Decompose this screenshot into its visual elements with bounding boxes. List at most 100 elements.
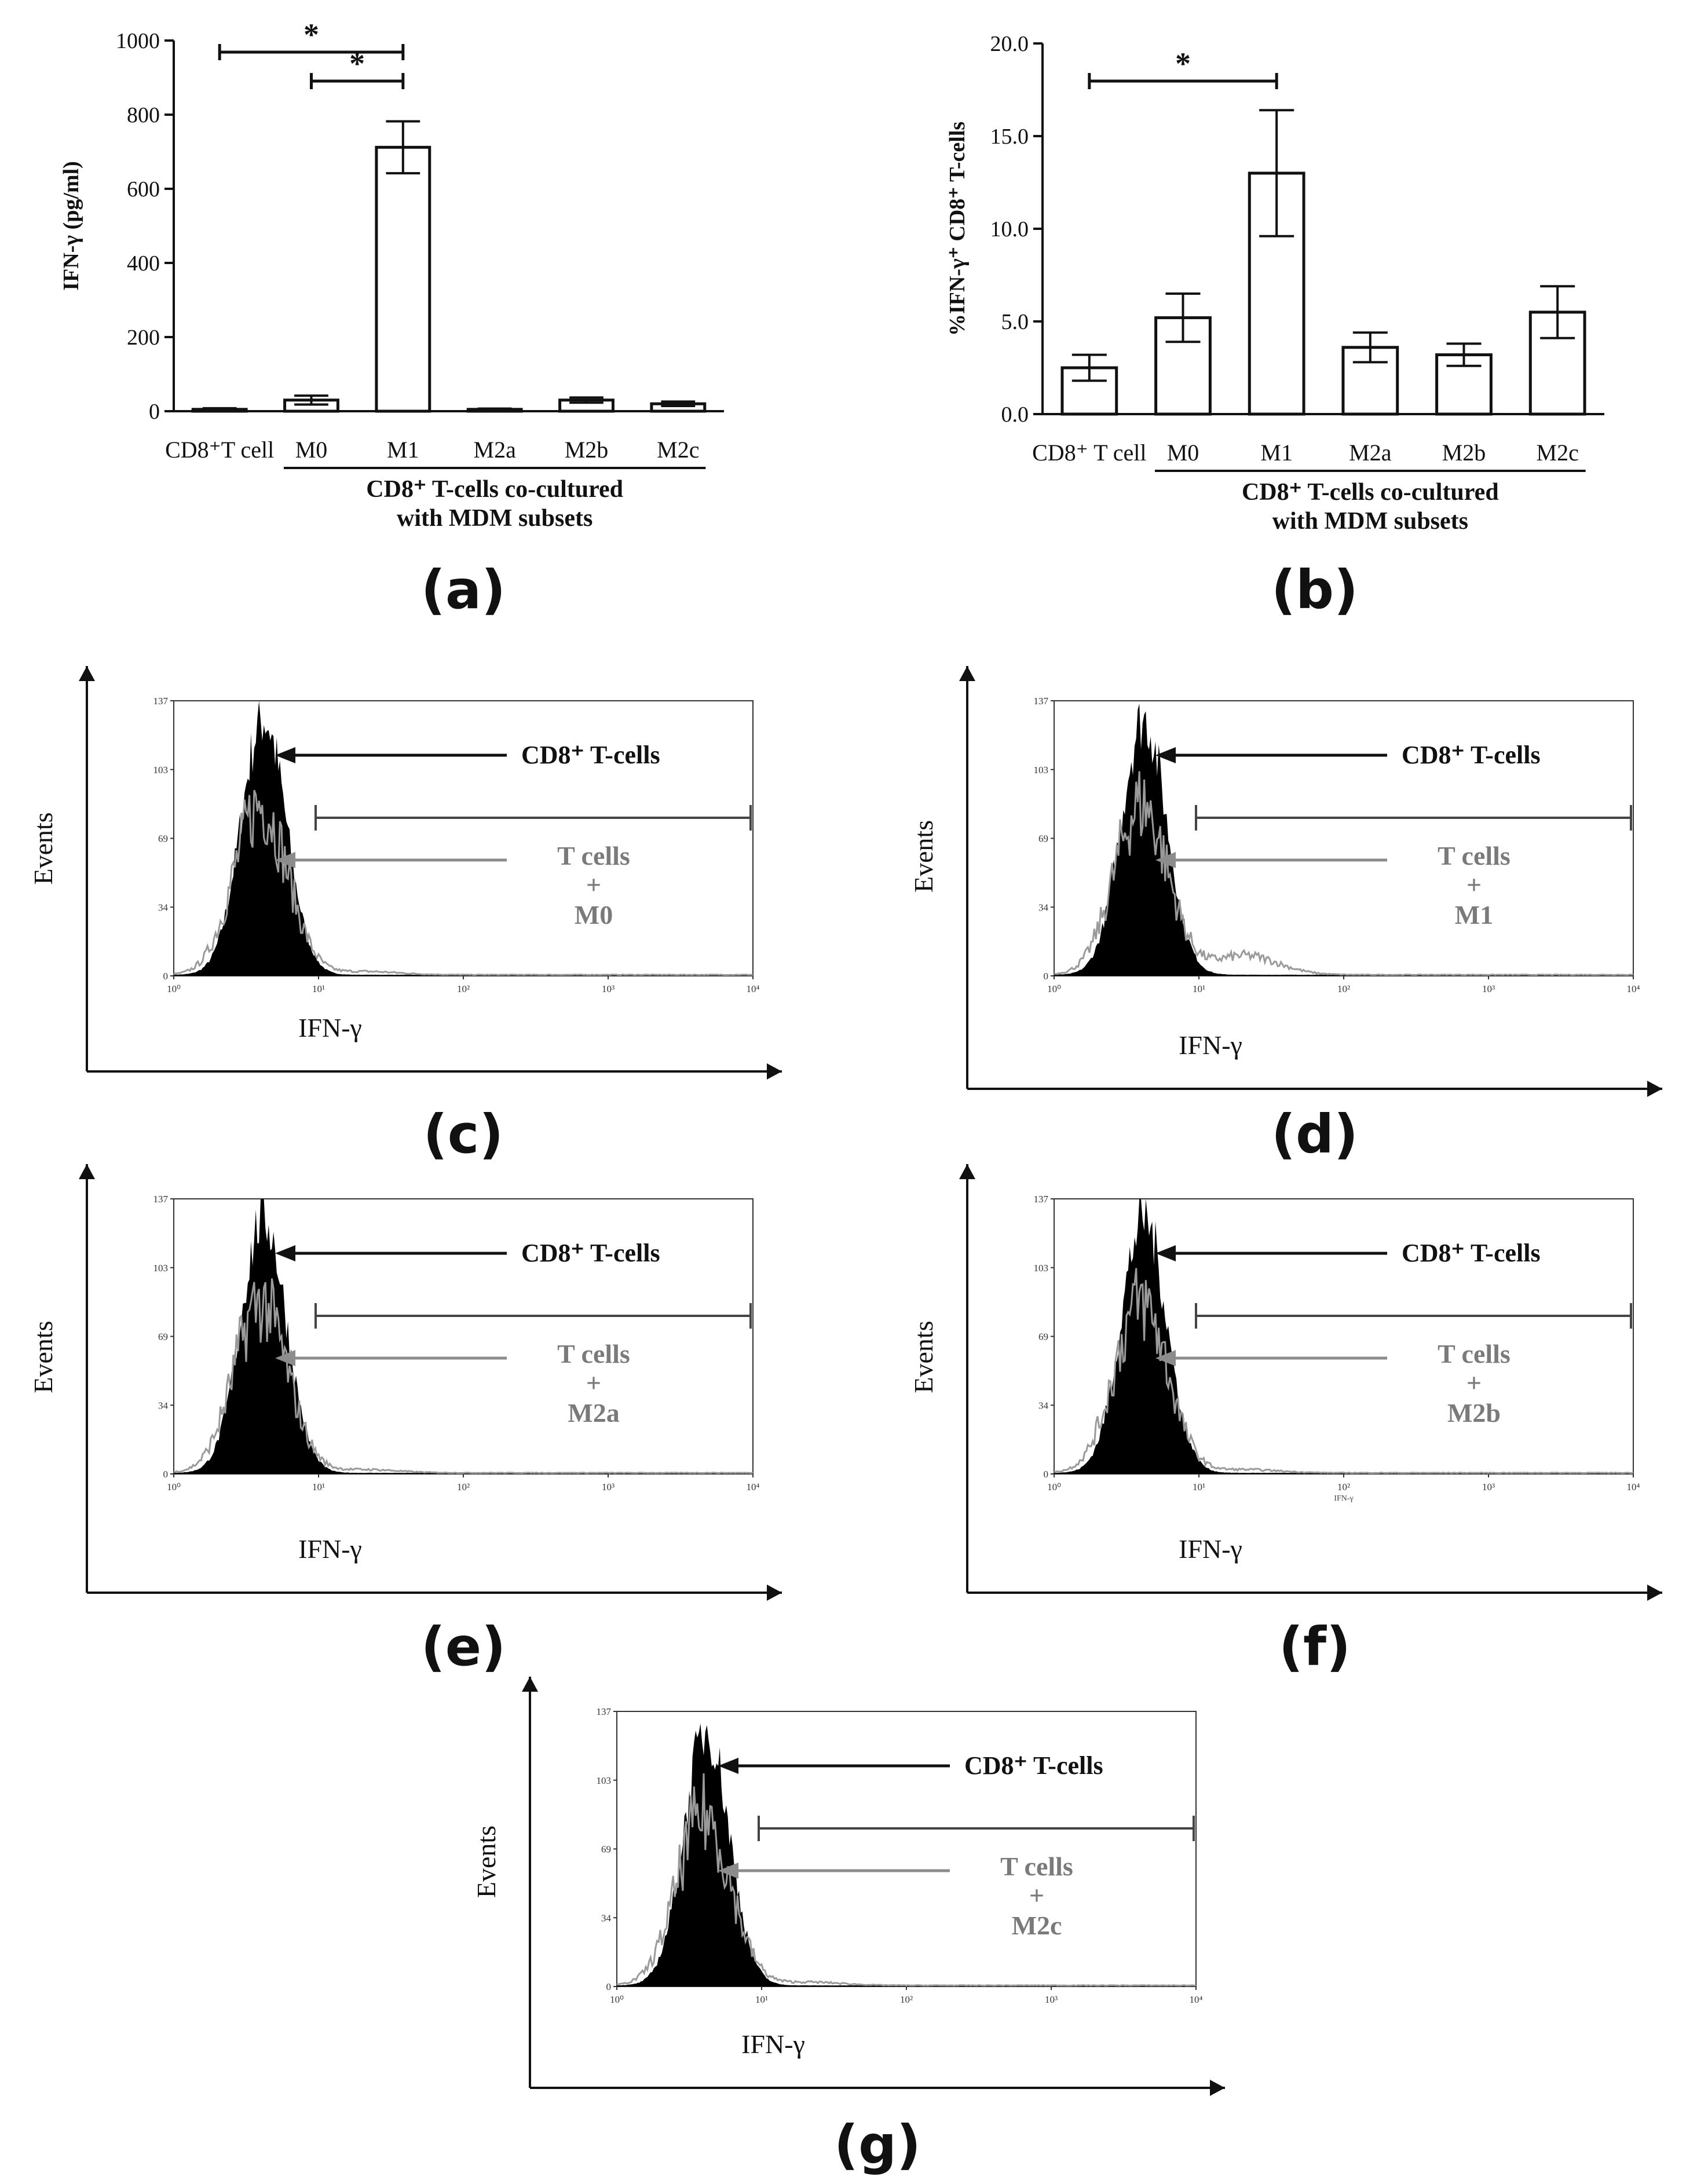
inner-x-tick-label: 10⁰ (167, 983, 181, 994)
ifn-gamma-axis-label: IFN-γ (1179, 1534, 1242, 1564)
inner-y-tick-label: 0 (1044, 1469, 1049, 1480)
sample-label-line2: + (1466, 870, 1482, 899)
y-tick-label: 15.0 (990, 125, 1029, 149)
bar-charts: 0 200 400 600 800 1000 IFN-γ (pg/ml) CD8⁺T cell… (59, 17, 1604, 621)
coculture-histogram (173, 789, 754, 976)
panel-label: (e) (421, 1616, 506, 1678)
inner-x-tick-label: 10³ (1482, 983, 1495, 994)
y-tick-label: 1000 (116, 29, 160, 53)
control-label: CD8⁺ T-cells (1402, 741, 1541, 769)
sample-arrow-head (275, 1350, 295, 1366)
control-arrow-head (1155, 1245, 1176, 1261)
group-label: with MDM subsets (1272, 508, 1468, 535)
coculture-histogram (173, 1278, 754, 1475)
control-histogram (1054, 704, 1633, 976)
flow-plot: 0 34 69 103 137 10⁰ 10¹ 10² 10³ 10⁴ CD8⁺ T-cells T … (153, 1194, 760, 1492)
inner-axis-label: IFN-γ (1334, 1494, 1353, 1503)
sample-label-line3: M1 (1455, 900, 1493, 930)
panel-label: (c) (423, 1103, 504, 1165)
x-arrow-head (1647, 1585, 1662, 1601)
inner-y-tick-label: 0 (606, 1981, 612, 1992)
inner-x-tick-label: 10⁰ (167, 1481, 181, 1492)
inner-x-tick-label: 10² (900, 1994, 913, 2005)
flow-plot: 0 34 69 103 137 10⁰ 10¹ 10² 10³ 10⁴ CD8⁺ T-cells T … (1034, 696, 1640, 994)
inner-y-tick-label: 137 (597, 1706, 612, 1717)
x-arrow-head (1210, 2080, 1225, 2096)
inner-x-tick-label: 10¹ (1193, 983, 1205, 994)
flow-plot: 0 34 69 103 137 10⁰ 10¹ 10² 10³ 10⁴ CD8⁺ T-cells T … (597, 1706, 1203, 2005)
inner-y-tick-label: 69 (158, 833, 168, 844)
inner-y-tick-label: 69 (601, 1844, 611, 1855)
sample-label-line3: M2c (1012, 1911, 1062, 1940)
x-tick-label: M1 (387, 437, 419, 463)
inner-x-tick-label: 10² (457, 1481, 470, 1492)
x-tick-label: M0 (1167, 440, 1199, 466)
y-axis-title: %IFN-γ⁺ CD8⁺ T-cells (945, 122, 970, 336)
y-tick-label: 0 (149, 400, 160, 424)
bar-chart-a: 0 200 400 600 800 1000 IFN-γ (pg/ml) CD8⁺T cell… (59, 17, 724, 621)
x-tick-label: M0 (295, 437, 328, 463)
control-arrow-head (275, 747, 295, 763)
sample-label-line1: T cells (1438, 1339, 1511, 1369)
ifn-gamma-axis-label: IFN-γ (1179, 1030, 1242, 1060)
significance-star: * (1175, 46, 1191, 81)
inner-x-tick-label: 10³ (602, 983, 615, 994)
group-label: CD8⁺ T-cells co-cultured (1242, 479, 1499, 506)
inner-y-tick-label: 0 (1044, 971, 1049, 982)
sample-arrow-head (1155, 1350, 1176, 1366)
inner-x-tick-label: 10¹ (312, 983, 325, 994)
ifn-gamma-axis-label: IFN-γ (741, 2029, 805, 2059)
inner-y-tick-label: 103 (153, 1263, 169, 1274)
y-arrow-head (79, 1164, 95, 1179)
x-tick-label: M2c (657, 437, 699, 463)
inner-y-tick-label: 103 (1034, 764, 1049, 775)
inner-x-tick-label: 10⁴ (747, 1481, 760, 1492)
inner-y-tick-label: 103 (597, 1775, 612, 1786)
events-axis-label: Events (471, 1826, 501, 1898)
sample-label-line1: T cells (1000, 1852, 1073, 1881)
sample-label-line3: M0 (575, 900, 613, 930)
inner-x-tick-label: 10² (457, 983, 470, 994)
inner-y-tick-label: 0 (163, 971, 169, 982)
bar-chart-b: 0.0 5.0 10.0 15.0 20.0 %IFN-γ⁺ CD8⁺ T-cells CD… (945, 32, 1604, 621)
sample-label-line2: + (1029, 1881, 1044, 1910)
inner-y-tick-label: 103 (1034, 1263, 1049, 1274)
panel-label: (f) (1279, 1616, 1351, 1678)
control-label: CD8⁺ T-cells (964, 1751, 1103, 1780)
control-arrow-head (718, 1758, 738, 1774)
x-tick-label: M2a (1349, 440, 1392, 466)
control-label: CD8⁺ T-cells (1402, 1239, 1541, 1267)
y-arrow-head (959, 1164, 975, 1179)
significance-star: * (349, 46, 365, 81)
inner-y-tick-label: 69 (158, 1331, 168, 1342)
control-histogram (617, 1723, 1196, 1987)
inner-y-tick-label: 0 (163, 1469, 169, 1480)
sample-label-line2: + (586, 1368, 601, 1398)
group-label: CD8⁺ T-cells co-cultured (366, 476, 623, 503)
sample-label-line2: + (586, 870, 601, 899)
inner-x-tick-label: 10⁴ (1627, 983, 1640, 994)
histogram-panel-m2a: Events IFN-γ 0 34 69 103 137 10⁰ 10¹ 10² 10³ 10⁴ CD8… (28, 1164, 782, 1678)
coculture-histogram (1054, 771, 1634, 976)
coculture-histogram (1054, 1268, 1634, 1475)
inner-y-tick-label: 69 (1038, 1331, 1048, 1342)
flow-plot: 0 34 69 103 137 10⁰ 10¹ 10² 10³ 10⁴ CD8⁺ T-cells T … (153, 696, 760, 994)
y-axis-title: IFN-γ (pg/ml) (59, 161, 83, 291)
histogram-panel-m2c: Events IFN-γ 0 34 69 103 137 10⁰ 10¹ 10² 10³ 10⁴ CD8… (471, 1677, 1225, 2176)
x-tick-label: M2b (565, 437, 609, 463)
inner-x-tick-label: 10³ (1482, 1481, 1495, 1492)
events-axis-label: Events (909, 1320, 938, 1393)
y-tick-label: 10.0 (990, 217, 1029, 242)
significance-star: * (303, 17, 319, 52)
inner-y-tick-label: 34 (601, 1912, 612, 1923)
control-label: CD8⁺ T-cells (521, 1239, 660, 1267)
panel-label: (d) (1271, 1103, 1358, 1165)
inner-y-tick-label: 34 (158, 1400, 169, 1411)
events-axis-label: Events (28, 1320, 58, 1393)
y-arrow-head (522, 1677, 538, 1692)
y-tick-label: 800 (127, 103, 160, 127)
panel-label: (a) (421, 559, 506, 621)
control-label: CD8⁺ T-cells (521, 741, 660, 769)
histogram-panel-m2b: Events IFN-γ 0 34 69 103 137 10⁰ 10¹ 10² 10³ 10⁴ IFN… (909, 1164, 1662, 1678)
